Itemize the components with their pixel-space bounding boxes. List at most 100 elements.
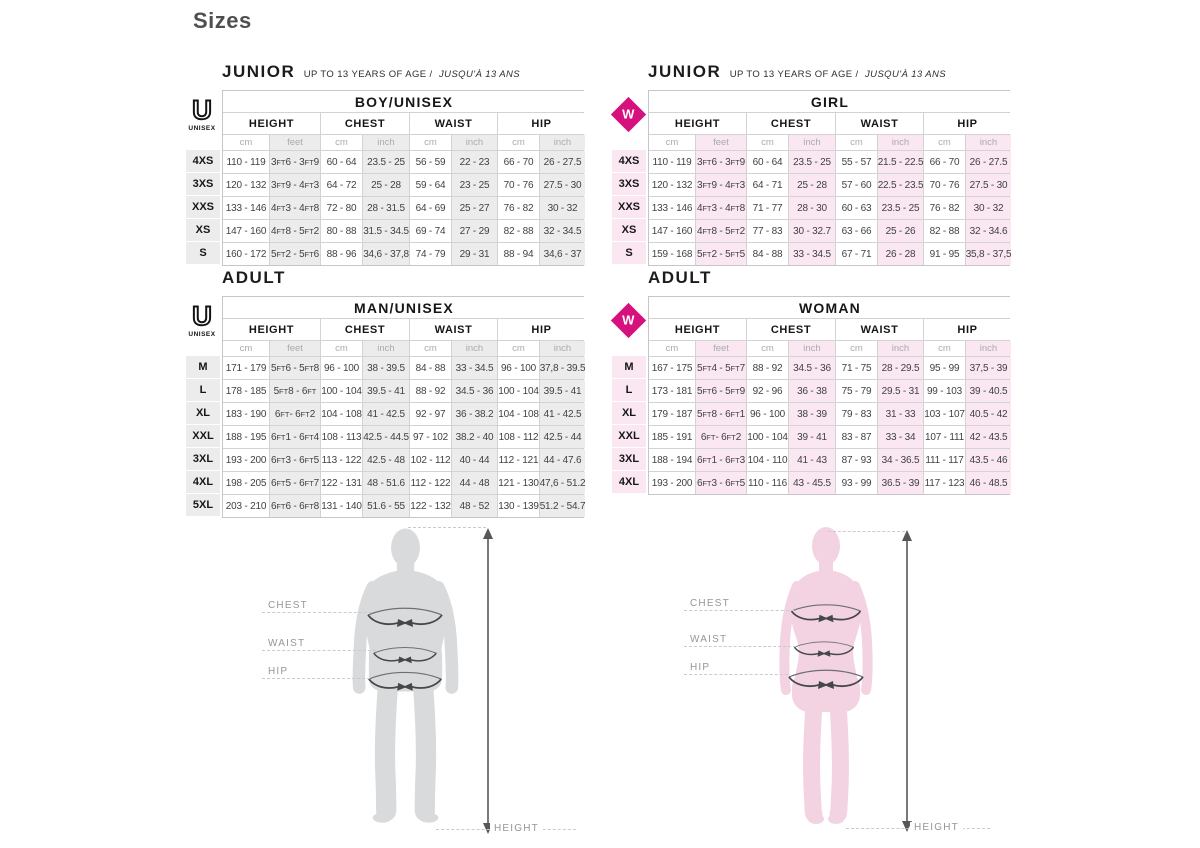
value-cell: 6 FT - 6 FT 2 xyxy=(696,426,746,448)
unit-header: inch xyxy=(966,341,1011,356)
unit-header: inch xyxy=(966,135,1011,150)
height-top-dash xyxy=(828,531,905,532)
unit-header: feet xyxy=(270,341,320,356)
value-cell: 38 - 39 xyxy=(789,403,835,425)
value-cell: 183 - 190 xyxy=(223,403,269,425)
size-label: S xyxy=(186,242,220,264)
size-label: 3XS xyxy=(612,173,646,195)
column-group-header: WAIST xyxy=(836,319,923,340)
value-cell: 34,6 - 37,8 xyxy=(363,243,409,265)
table-title: WOMAN xyxy=(649,297,1011,318)
size-table: BOY/UNISEX HEIGHT CHEST WAIST HIP cm feet cm inc… xyxy=(222,90,585,266)
value-cell: 71 - 77 xyxy=(747,197,788,219)
unit-header: cm xyxy=(836,341,877,356)
value-cell: 96 - 100 xyxy=(321,357,362,379)
value-cell: 102 - 112 xyxy=(410,449,451,471)
column-group-header: WAIST xyxy=(410,113,497,134)
value-cell: 110 - 119 xyxy=(649,151,695,173)
value-cell: 39.5 - 41 xyxy=(363,380,409,402)
value-cell: 67 - 71 xyxy=(836,243,877,265)
value-cell: 122 - 132 xyxy=(410,495,451,517)
woman-logo-icon: W xyxy=(610,96,647,133)
value-cell: 5 FT 2 - 5 FT 5 xyxy=(696,243,746,265)
size-label: 3XL xyxy=(186,448,220,470)
size-label: 4XS xyxy=(612,150,646,172)
value-cell: 6 FT 6 - 6 FT 8 xyxy=(270,495,320,517)
junior-heading: JUNIOR UP TO 13 YEARS OF AGE / JUSQU'À 1… xyxy=(222,62,520,82)
value-cell: 64 - 69 xyxy=(410,197,451,219)
value-cell: 6 FT - 6 FT 2 xyxy=(270,403,320,425)
value-cell: 147 - 160 xyxy=(649,220,695,242)
size-label: XXL xyxy=(186,425,220,447)
value-cell: 64 - 72 xyxy=(321,174,362,196)
size-table: WOMAN HEIGHT CHEST WAIST HIP cm feet cm inch cm in… xyxy=(648,296,1011,495)
height-label: HEIGHT xyxy=(910,822,963,833)
value-cell: 59 - 64 xyxy=(410,174,451,196)
unit-header: inch xyxy=(789,135,835,150)
value-cell: 27 - 29 xyxy=(452,220,497,242)
column-group-header: HIP xyxy=(498,113,585,134)
junior-girl-table: W GIRL HEIGHT CHEST WAIST HIP cm feet cm inch cm i… xyxy=(610,90,1011,266)
size-label: XL xyxy=(612,402,646,424)
value-cell: 25 - 27 xyxy=(452,197,497,219)
value-cell: 36.5 - 39 xyxy=(878,472,923,494)
waist-measure-arrows xyxy=(373,647,437,664)
size-table: MAN/UNISEX HEIGHT CHEST WAIST HIP cm feet cm inc… xyxy=(222,296,585,518)
size-label: L xyxy=(186,379,220,401)
value-cell: 41 - 42.5 xyxy=(540,403,585,425)
value-cell: 113 - 122 xyxy=(321,449,362,471)
value-cell: 25 - 28 xyxy=(363,174,409,196)
value-cell: 42 - 43.5 xyxy=(966,426,1011,448)
value-cell: 131 - 140 xyxy=(321,495,362,517)
column-group-header: CHEST xyxy=(747,113,835,134)
value-cell: 35,8 - 37,5 xyxy=(966,243,1011,265)
value-cell: 72 - 80 xyxy=(321,197,362,219)
value-cell: 107 - 111 xyxy=(924,426,965,448)
value-cell: 5 FT 6 - 5 FT 9 xyxy=(696,380,746,402)
value-cell: 60 - 63 xyxy=(836,197,877,219)
value-cell: 84 - 88 xyxy=(410,357,451,379)
value-cell: 147 - 160 xyxy=(223,220,269,242)
unit-header: inch xyxy=(452,135,497,150)
unit-header: cm xyxy=(649,135,695,150)
value-cell: 43.5 - 46 xyxy=(966,449,1011,471)
value-cell: 51.2 - 54.7 xyxy=(540,495,585,517)
unit-header: cm xyxy=(223,341,269,356)
junior-boy-table: U UNISEX BOY/UNISEX HEIGHT CHEST WAIST HIP cm… xyxy=(186,90,585,266)
value-cell: 32 - 34.6 xyxy=(966,220,1011,242)
hip-measure-arrows xyxy=(788,669,864,689)
value-cell: 33 - 34.5 xyxy=(789,243,835,265)
waist-label: WAIST xyxy=(268,638,306,649)
value-cell: 38 - 39.5 xyxy=(363,357,409,379)
column-group-header: WAIST xyxy=(836,113,923,134)
chest-leader-line xyxy=(262,612,372,613)
value-cell: 5 FT 6 - 5 FT 8 xyxy=(270,357,320,379)
value-cell: 3 FT 9 - 4 FT 3 xyxy=(696,174,746,196)
value-cell: 117 - 123 xyxy=(924,472,965,494)
value-cell: 5 FT 2 - 5 FT 6 xyxy=(270,243,320,265)
value-cell: 97 - 102 xyxy=(410,426,451,448)
value-cell: 27.5 - 30 xyxy=(966,174,1011,196)
size-label: 3XS xyxy=(186,173,220,195)
value-cell: 82 - 88 xyxy=(498,220,539,242)
chest-measure-arrows xyxy=(367,607,443,627)
unisex-logo-icon: U UNISEX xyxy=(184,301,220,338)
value-cell: 31.5 - 34.5 xyxy=(363,220,409,242)
waist-leader-line xyxy=(262,650,376,651)
chest-leader-line xyxy=(684,610,794,611)
value-cell: 32 - 34.5 xyxy=(540,220,585,242)
heading-main: JUNIOR xyxy=(222,62,296,81)
column-group-header: HEIGHT xyxy=(223,319,320,340)
hip-leader-line xyxy=(684,674,788,675)
value-cell: 26 - 27.5 xyxy=(966,151,1011,173)
value-cell: 26 - 28 xyxy=(878,243,923,265)
value-cell: 66 - 70 xyxy=(498,151,539,173)
value-cell: 23 - 25 xyxy=(452,174,497,196)
value-cell: 51.6 - 55 xyxy=(363,495,409,517)
male-figure: CHEST WAIST HIP HEIGHT xyxy=(260,520,590,842)
value-cell: 36 - 38.2 xyxy=(452,403,497,425)
unit-header: feet xyxy=(696,135,746,150)
column-group-header: CHEST xyxy=(321,319,409,340)
heading-sub: UP TO 13 YEARS OF AGE / xyxy=(303,69,433,80)
